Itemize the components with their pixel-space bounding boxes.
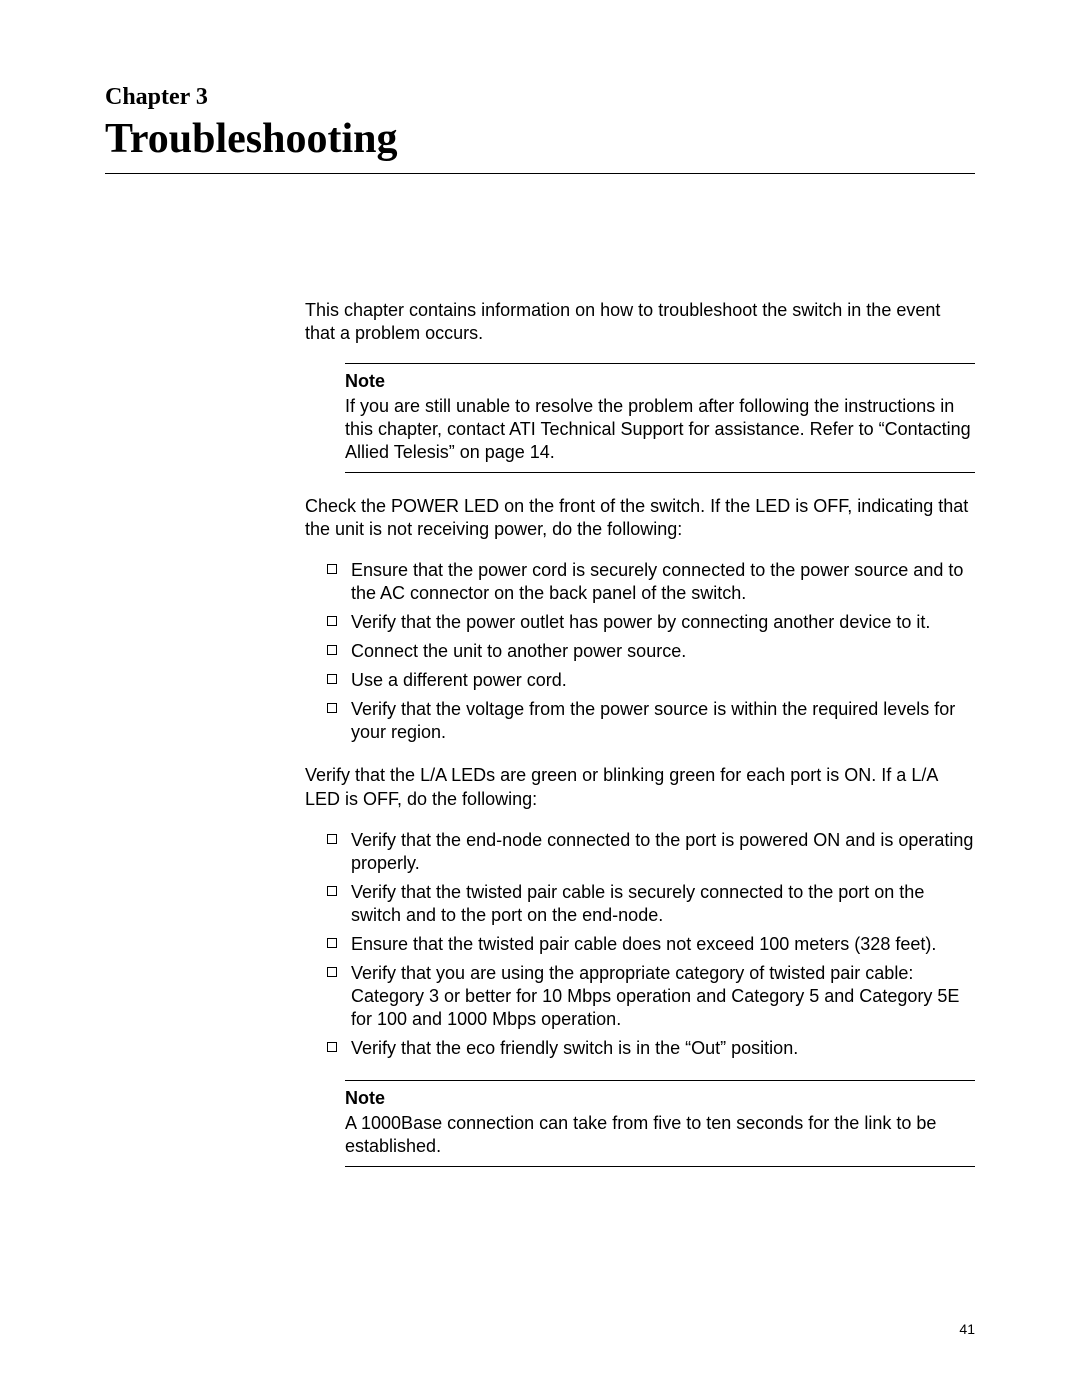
- list-item: Verify that the twisted pair cable is se…: [327, 881, 975, 927]
- intro-paragraph: This chapter contains information on how…: [305, 299, 975, 345]
- chapter-title: Troubleshooting: [105, 115, 975, 163]
- list-item: Ensure that the power cord is securely c…: [327, 559, 975, 605]
- note-block-1: Note If you are still unable to resolve …: [345, 363, 975, 473]
- list-item: Use a different power cord.: [327, 669, 975, 692]
- list-item: Verify that the end-node connected to th…: [327, 829, 975, 875]
- page: Chapter 3 Troubleshooting This chapter c…: [0, 0, 1080, 1397]
- note-label: Note: [345, 1087, 975, 1110]
- power-led-paragraph: Check the POWER LED on the front of the …: [305, 495, 975, 541]
- note-body: If you are still unable to resolve the p…: [345, 395, 975, 464]
- list-item: Ensure that the twisted pair cable does …: [327, 933, 975, 956]
- note-body: A 1000Base connection can take from five…: [345, 1112, 975, 1158]
- chapter-label: Chapter 3: [105, 84, 975, 111]
- note-block-2: Note A 1000Base connection can take from…: [345, 1080, 975, 1167]
- list-item: Verify that the eco friendly switch is i…: [327, 1037, 975, 1060]
- list-item: Verify that the power outlet has power b…: [327, 611, 975, 634]
- page-number: 41: [959, 1321, 975, 1337]
- list-item: Verify that you are using the appropriat…: [327, 962, 975, 1031]
- note-label: Note: [345, 370, 975, 393]
- body-column: This chapter contains information on how…: [305, 174, 975, 1167]
- list-item: Verify that the voltage from the power s…: [327, 698, 975, 744]
- list-item: Connect the unit to another power source…: [327, 640, 975, 663]
- power-checklist: Ensure that the power cord is securely c…: [305, 559, 975, 744]
- la-checklist: Verify that the end-node connected to th…: [305, 829, 975, 1060]
- la-led-paragraph: Verify that the L/A LEDs are green or bl…: [305, 764, 975, 810]
